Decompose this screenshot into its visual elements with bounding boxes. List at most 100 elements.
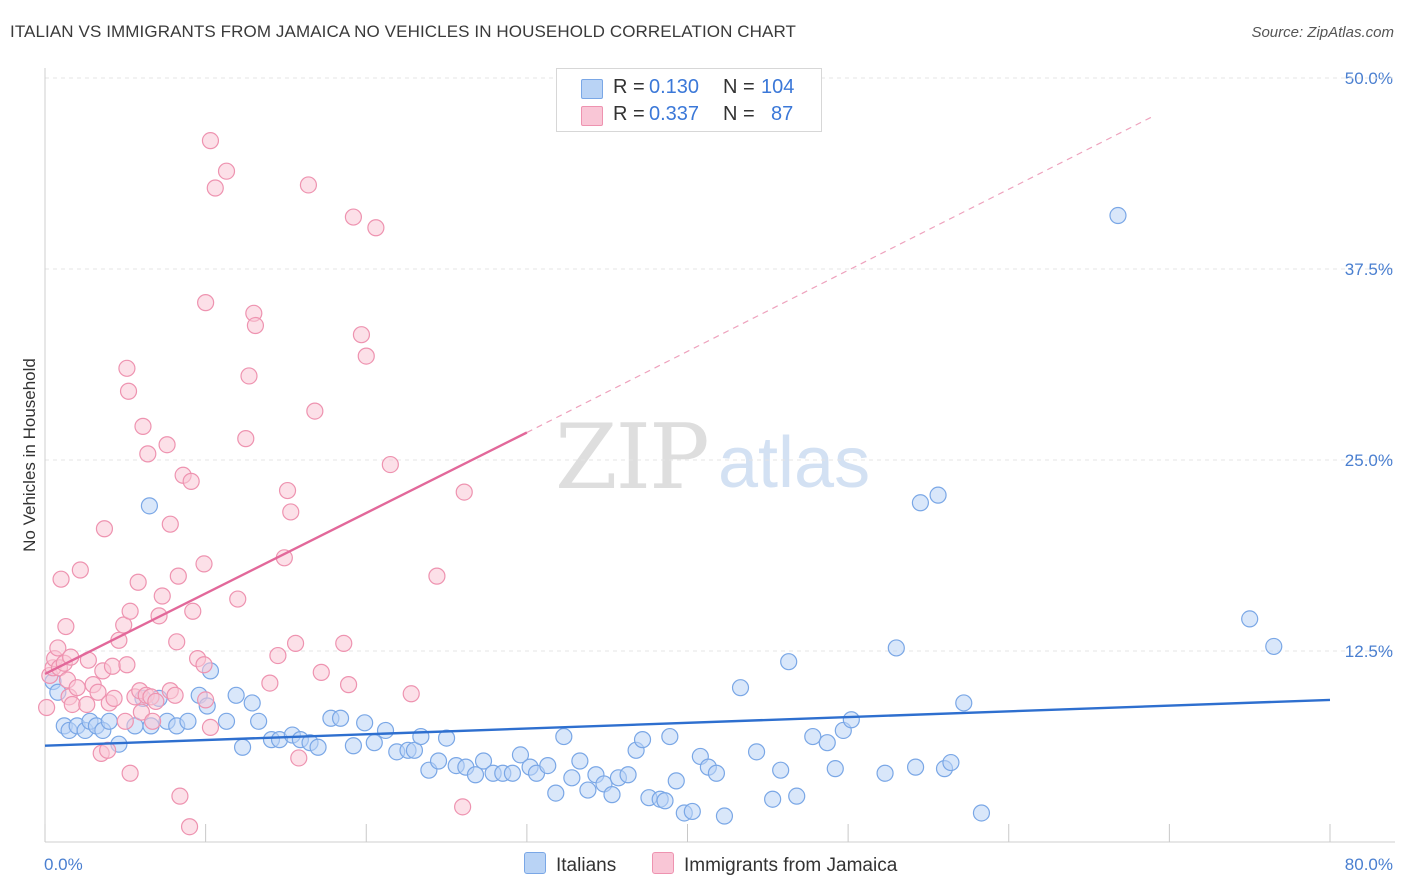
- italians-point: [772, 761, 790, 779]
- italians-point: [911, 494, 930, 512]
- source-label: Source: ZipAtlas.com: [1251, 24, 1394, 41]
- jamaica-point: [52, 570, 70, 588]
- x-tick-label: 0.0%: [44, 855, 83, 874]
- jamaica-point: [240, 367, 258, 385]
- jamaica-point: [171, 787, 189, 805]
- jamaica-point: [261, 674, 279, 692]
- italians-trend-line: [44, 698, 1331, 747]
- legend-n-value: 87: [771, 103, 794, 125]
- jamaica-point: [381, 455, 399, 474]
- italians-point: [555, 727, 573, 746]
- jamaica-point: [217, 162, 236, 180]
- jamaica-point: [121, 764, 139, 782]
- italians-point: [656, 792, 674, 810]
- italians-point: [1109, 206, 1127, 225]
- jamaica-point: [454, 798, 472, 816]
- italians-point: [571, 752, 589, 770]
- italians-point: [539, 756, 557, 775]
- italians-point: [563, 769, 581, 787]
- italians-point: [818, 734, 836, 752]
- italians-point: [764, 790, 782, 808]
- jamaica-point: [229, 590, 247, 608]
- jamaica-point: [195, 656, 213, 674]
- jamaica-point: [89, 683, 107, 701]
- italians-point: [331, 709, 350, 727]
- jamaica-point: [286, 634, 305, 652]
- jamaica-point: [153, 587, 171, 605]
- italians-point: [243, 694, 261, 712]
- italians-point: [547, 784, 565, 802]
- legend-n-label: N =: [723, 103, 755, 125]
- jamaica-point: [182, 472, 200, 490]
- italians-point: [715, 807, 734, 825]
- italians-point: [100, 712, 118, 730]
- italians-point: [217, 712, 236, 730]
- jamaica-point: [119, 382, 138, 400]
- italians-point: [780, 653, 798, 671]
- watermark-zip: ZIP: [555, 405, 710, 510]
- italians-point: [661, 727, 679, 746]
- jamaica-point: [201, 718, 220, 737]
- italians-point: [376, 721, 395, 740]
- jamaica-point: [168, 633, 186, 651]
- jamaica-point: [344, 208, 362, 226]
- jamaica-point: [71, 561, 89, 579]
- jamaica-point: [197, 294, 215, 312]
- jamaica-point: [132, 703, 150, 721]
- legend-swatch-jamaica: [581, 106, 603, 126]
- jamaica-point: [299, 176, 318, 194]
- italians-point: [747, 743, 766, 761]
- jamaica-point: [339, 676, 358, 694]
- jamaica-point: [428, 567, 446, 585]
- italians-point: [942, 753, 960, 772]
- italians-point: [503, 764, 522, 782]
- jamaica-point: [237, 430, 255, 448]
- italians-point: [466, 766, 485, 784]
- italians-point: [179, 712, 197, 730]
- jamaica-point: [278, 481, 297, 500]
- bottom-legend-label: Immigrants from Jamaica: [684, 855, 898, 876]
- italians-point: [731, 679, 750, 697]
- jamaica-point: [166, 686, 184, 704]
- jamaica-point: [335, 634, 353, 652]
- italians-point: [876, 764, 894, 782]
- jamaica-point: [115, 616, 133, 634]
- italians-point: [972, 804, 991, 822]
- jamaica-point: [121, 602, 139, 620]
- watermark-atlas: atlas: [718, 423, 871, 503]
- jamaica-point: [103, 657, 122, 675]
- bottom-legend-label: Italians: [556, 855, 617, 876]
- legend: R = 0.130 N = 104 R = 0.337 N = 87: [556, 68, 822, 132]
- x-tick-label: 80.0%: [1345, 855, 1393, 874]
- jamaica-point: [197, 691, 215, 709]
- jamaica-point: [68, 679, 86, 697]
- jamaica-point: [57, 617, 75, 636]
- jamaica-point: [357, 347, 375, 365]
- jamaica-point: [116, 712, 134, 730]
- jamaica-point: [78, 695, 96, 714]
- jamaica-point: [169, 567, 187, 585]
- jamaica-trend-extension: [526, 115, 1154, 434]
- italians-point: [429, 752, 448, 770]
- jamaica-point: [455, 483, 473, 501]
- jamaica-point: [367, 219, 385, 237]
- italians-point: [474, 752, 493, 770]
- jamaica-trend-line: [44, 431, 528, 675]
- italians-point: [667, 772, 685, 790]
- italians-point: [250, 712, 268, 730]
- legend-swatch-italians: [581, 79, 603, 99]
- legend-n-label: N =: [723, 76, 755, 98]
- jamaica-point: [158, 436, 176, 454]
- bottom-legend-italians: Italians: [524, 852, 616, 877]
- legend-n-value: 104: [761, 76, 795, 98]
- italians-point: [603, 786, 621, 804]
- jamaica-point: [129, 573, 147, 591]
- jamaica-point: [118, 656, 136, 674]
- jamaica-point: [63, 695, 81, 714]
- jamaica-point: [352, 326, 371, 344]
- jamaica-point: [144, 712, 162, 730]
- italians-point: [906, 758, 925, 776]
- italians-point: [579, 781, 597, 799]
- jamaica-point: [118, 359, 136, 377]
